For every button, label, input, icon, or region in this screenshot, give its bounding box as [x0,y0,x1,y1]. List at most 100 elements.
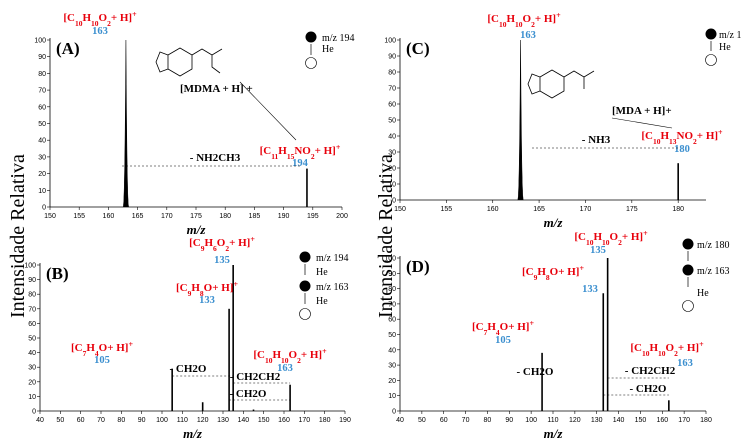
precursor-ion-icon [299,280,311,292]
panel-label: (A) [56,39,80,58]
y-tick-label: 0 [42,205,46,212]
x-tick-label: 100 [525,417,537,424]
msn-precursor: m/z 194 [322,33,355,44]
panel-d: 0 10 20 30 40 50 60 70 80 90 100 40 50 60 70 80 90 100 110… [384,229,729,442]
peak-mz-label: 163 [92,26,108,37]
x-tick-label: 100 [156,417,168,424]
x-tick-label: 60 [77,417,85,424]
precursor-ion-icon [705,28,717,40]
peak-mz-label: 163 [277,363,293,374]
product-ion-icon [705,54,717,66]
y-tick-label: 90 [388,271,396,278]
peak-mz-label: 133 [582,284,598,295]
loss-label: - CH2CH2 [230,371,281,383]
y-axis-label: Intensidade Relativa [7,154,29,318]
x-tick-label: 150 [44,213,56,220]
y-tick-label: 80 [388,286,396,293]
y-tick-label: 70 [38,88,46,95]
x-tick-label: 190 [278,213,290,220]
peak-mz-label: 133 [199,295,215,306]
y-tick-label: 90 [28,277,36,284]
x-tick-label: 120 [197,417,209,424]
precursor-ion-icon [682,264,694,276]
peak-formula-label: [C7H4O+ H]+ [472,319,534,337]
y-tick-label: 100 [34,38,46,45]
y-tick-label: 50 [388,332,396,339]
product-ion-icon [299,308,311,320]
y-tick-label: 70 [388,301,396,308]
product-ion-icon [682,300,694,312]
peak-formula-label: [C10H10O2+ H]+ [487,11,561,29]
x-tick-label: 180 [700,417,712,424]
msn-gas: He [316,296,328,307]
y-tick-label: 30 [388,150,396,157]
peak-mz-label: 180 [674,144,690,155]
y-tick-label: 60 [38,104,46,111]
y-tick-label: 90 [38,54,46,61]
x-tick-label: 160 [103,213,115,220]
x-tick-label: 175 [626,206,638,213]
x-tick-label: 60 [440,417,448,424]
x-tick-label: 190 [339,417,351,424]
structure-name: [MDA + H]+ [612,105,672,117]
peak-mz-label: 105 [94,355,110,366]
peak-mz-label: 135 [590,245,606,256]
peak-mz-label: 163 [520,30,536,41]
leader-line [611,117,673,129]
y-tick-label: 40 [388,134,396,141]
msn-gas: He [697,288,709,299]
msn-gas: He [316,267,328,278]
y-tick-label: 20 [28,379,36,386]
y-tick-label: 70 [28,306,36,313]
x-tick-label: 70 [462,417,470,424]
x-tick-label: 185 [249,213,261,220]
y-tick-label: 0 [392,198,396,205]
msn-precursor: m/z 163 [697,266,730,277]
y-tick-label: 10 [388,182,396,189]
x-tick-label: 150 [394,206,406,213]
y-tick-label: 20 [388,166,396,173]
x-axis-label: m/z [544,215,564,230]
panel-label: (D) [406,257,430,276]
panel-label: (B) [46,264,69,283]
precursor-ion-icon [682,238,694,250]
y-tick-label: 50 [38,121,46,128]
loss-label: - NH3 [582,134,611,146]
mdma-structure-icon: [MDMA + H] + [155,47,253,95]
msn-gas: He [719,42,731,53]
structure-name: [MDMA + H] + [180,83,253,95]
msn-precursor: m/z 163 [316,282,349,293]
msn-precursor: m/z 180 [719,30,741,41]
x-tick-label: 50 [56,417,64,424]
y-tick-label: 10 [38,188,46,195]
peak-mz-label: 163 [677,358,693,369]
y-tick-label: 10 [28,394,36,401]
x-tick-label: 170 [161,213,173,220]
x-tick-label: 170 [678,417,690,424]
x-tick-label: 150 [635,417,647,424]
peak-mz-label: 105 [495,335,511,346]
msn-precursor: m/z 180 [697,240,730,251]
peak-formula-label: [C10H10O2+ H]+ [574,229,648,247]
peak-formula-label: [C10H10O2+ H]+ [253,347,327,365]
x-tick-label: 130 [217,417,229,424]
y-tick-label: 30 [388,363,396,370]
peak-formula-label: [C9H8O+ H]+ [522,264,584,282]
y-tick-label: 40 [388,347,396,354]
peak-mz-label: 135 [214,255,230,266]
x-tick-label: 160 [487,206,499,213]
x-tick-label: 150 [258,417,270,424]
precursor-ion-icon [299,251,311,263]
peak-formula-label: [C11H15NO2+ H]+ [260,143,341,161]
x-tick-label: 165 [132,213,144,220]
y-tick-label: 40 [38,138,46,145]
y-tick-label: 0 [32,409,36,416]
panel-b: 0 10 20 30 40 50 60 70 80 90 100 40 50 60 70 80 90 100 110… [24,235,351,442]
mda-structure-icon: [MDA + H]+ [527,69,672,117]
loss-label: - CH2O [517,366,554,378]
loss-label: - CH2O [170,363,207,375]
loss-label: - CH2CH2 [625,365,676,377]
x-tick-label: 40 [396,417,404,424]
y-tick-label: 20 [388,378,396,385]
